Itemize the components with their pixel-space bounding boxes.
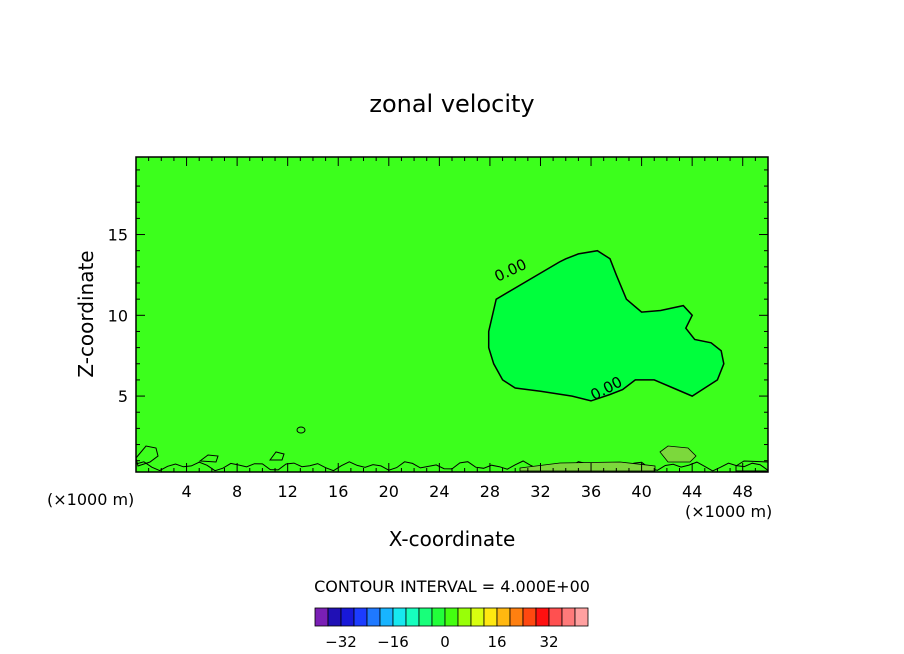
- colorbar-swatch: [548, 607, 563, 627]
- x-unit-right: (×1000 m): [685, 502, 772, 521]
- y-axis-ticks: 5 10 15: [108, 169, 768, 462]
- x-tick-label: 36: [581, 482, 601, 501]
- x-tick-label: 16: [328, 482, 348, 501]
- colorbar-swatch: [327, 607, 342, 627]
- y-axis-label: Z-coordinate: [74, 250, 98, 377]
- x-tick-label: 8: [232, 482, 242, 501]
- colorbar-swatch: [366, 607, 381, 627]
- colorbar: [314, 607, 589, 627]
- colorbar-swatch: [522, 607, 537, 627]
- x-axis-label: X-coordinate: [389, 527, 516, 551]
- colorbar-swatch: [457, 607, 472, 627]
- colorbar-swatch: [405, 607, 420, 627]
- surface-contour-blob: [135, 445, 159, 467]
- colorbar-swatch: [470, 607, 485, 627]
- y-tick-label: 10: [108, 306, 128, 325]
- x-axis-ticks: 4 8 12 16 20 24 28 32 36 40 44 48: [148, 157, 756, 501]
- chart-title: zonal velocity: [369, 90, 534, 118]
- x-tick-label: 12: [278, 482, 298, 501]
- colorbar-tick-label: 0: [440, 633, 450, 651]
- x-tick-label: 48: [733, 482, 753, 501]
- colorbar-tick-label: 32: [539, 633, 558, 651]
- colorbar-swatch: [379, 607, 394, 627]
- colorbar-swatch: [314, 607, 329, 627]
- colorbar-tick-label: −32: [325, 633, 357, 651]
- weak-region: [659, 445, 697, 463]
- colorbar-swatch: [535, 607, 550, 627]
- colorbar-tick-label: 16: [487, 633, 506, 651]
- colorbar-swatch: [509, 607, 524, 627]
- colorbar-swatch: [444, 607, 459, 627]
- colorbar-swatch: [496, 607, 511, 627]
- colorbar-swatch: [392, 607, 407, 627]
- colorbar-swatch: [340, 607, 355, 627]
- surface-contour-blob: [198, 454, 219, 463]
- colorbar-swatch: [418, 607, 433, 627]
- x-tick-label: 44: [682, 482, 702, 501]
- colorbar-tick-label: −16: [377, 633, 409, 651]
- y-tick-label: 15: [108, 226, 128, 245]
- x-tick-label: 24: [429, 482, 449, 501]
- y-tick-label: 5: [118, 387, 128, 406]
- colorbar-swatch: [353, 607, 368, 627]
- colorbar-swatch: [561, 607, 576, 627]
- contour-interval-label: CONTOUR INTERVAL = 4.000E+00: [314, 577, 590, 596]
- surface-contour-blob: [269, 451, 285, 461]
- colorbar-swatch: [483, 607, 498, 627]
- zero-contour-region: [487, 249, 725, 402]
- colorbar-swatch: [574, 607, 589, 627]
- colorbar-tick-labels: −32 −16 0 16 32: [325, 633, 558, 651]
- x-tick-label: 4: [181, 482, 191, 501]
- colorbar-swatch: [431, 607, 446, 627]
- surface-contour-blob: [296, 426, 306, 434]
- x-tick-label: 20: [379, 482, 399, 501]
- x-tick-label: 28: [480, 482, 500, 501]
- x-tick-label: 32: [530, 482, 550, 501]
- weak-region: [519, 461, 656, 472]
- x-tick-label: 40: [631, 482, 651, 501]
- x-unit-left: (×1000 m): [47, 490, 134, 509]
- near-surface-features: [135, 426, 769, 472]
